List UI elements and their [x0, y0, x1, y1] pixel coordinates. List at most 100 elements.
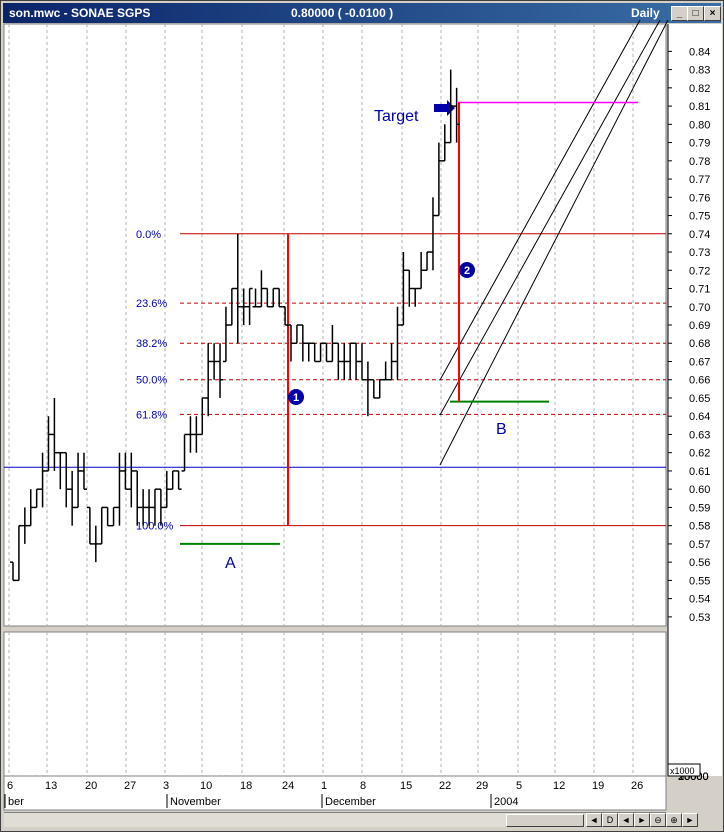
unit-box [667, 763, 701, 777]
ohlc-bar [110, 506, 117, 527]
price-tick-label: 0.54 [689, 594, 710, 606]
month-label: 2004 [494, 796, 518, 808]
ohlc-bar [435, 142, 442, 217]
ohlc-bar [228, 287, 235, 326]
trend-channel-line [439, 19, 661, 416]
ohlc-bar [211, 343, 218, 380]
ohlc-bar [151, 488, 158, 526]
trend-channel-line [439, 19, 669, 466]
ohlc-bar [134, 470, 141, 526]
ohlc-bar [98, 506, 105, 545]
price-tick-label: 0.57 [689, 539, 710, 551]
date-tick-label: 10 [200, 780, 212, 792]
date-tick-label: 6 [7, 780, 13, 792]
ohlc-bar [376, 378, 383, 399]
price-tick-label: 0.73 [689, 247, 710, 259]
ohlc-bar [311, 342, 318, 363]
nav-right-icon[interactable]: ► [634, 813, 650, 827]
ohlc-bar [406, 269, 413, 307]
price-tick-label: 0.60 [689, 484, 710, 496]
ohlc-bar [341, 343, 348, 380]
volume-panel [3, 631, 667, 777]
ohlc-bar [10, 561, 16, 582]
ohlc-bar [299, 324, 306, 362]
marker-label: 1 [293, 392, 299, 404]
date-tick-label: 18 [240, 780, 252, 792]
price-tick-label: 0.74 [689, 229, 710, 241]
price-tick-label: 0.56 [689, 557, 710, 569]
date-tick-label: 20 [85, 780, 97, 792]
zoom-in-icon[interactable]: ⊕ [666, 813, 682, 827]
zoom-d-button[interactable]: D [602, 813, 618, 827]
target-label: Target [374, 108, 419, 125]
ohlc-bar [252, 288, 259, 308]
price-tick-label: 0.83 [689, 65, 710, 77]
date-tick-label: 8 [360, 780, 366, 792]
ohlc-bar [92, 525, 99, 563]
ohlc-bar [258, 270, 265, 308]
price-tick-label: 0.68 [689, 338, 710, 350]
scroll-left-button[interactable]: ◄ [586, 813, 602, 827]
ohlc-bar [140, 489, 147, 526]
price-tick-label: 0.66 [689, 375, 710, 387]
ohlc-bar [305, 342, 312, 362]
date-tick-label: 24 [282, 780, 294, 792]
scroll-right-button[interactable]: ► [682, 813, 698, 827]
price-tick-label: 0.59 [689, 502, 710, 514]
ohlc-bar [122, 452, 129, 490]
ohlc-bar [418, 252, 425, 290]
window-title: son.mwc - SONAE SGPS [9, 6, 151, 20]
price-tick-label: 0.63 [689, 429, 710, 441]
marker-2-icon [459, 262, 475, 278]
ohlc-bar [335, 342, 342, 380]
ohlc-bar [276, 287, 283, 308]
ohlc-bar [246, 287, 253, 325]
close-button[interactable]: × [704, 6, 721, 21]
price-tick-label: 0.77 [689, 174, 710, 186]
ohlc-bar [21, 507, 28, 544]
ohlc-bar [240, 288, 247, 325]
date-tick-label: 3 [163, 780, 169, 792]
ohlc-bar [388, 343, 395, 381]
price-tick-label: 0.64 [689, 411, 710, 423]
zoom-out-icon[interactable]: ⊖ [650, 813, 666, 827]
ohlc-bar [157, 488, 164, 526]
ohlc-bar [163, 470, 170, 509]
ohlc-bar [146, 489, 153, 526]
ohlc-bar [128, 452, 135, 508]
nav-left-icon[interactable]: ◄ [618, 813, 634, 827]
ohlc-bar [270, 287, 277, 308]
scroll-thumb[interactable] [506, 814, 584, 827]
ohlc-bar [429, 197, 436, 271]
price-tick-label: 0.81 [689, 101, 710, 113]
horizontal-scrollbar[interactable] [4, 812, 666, 827]
maximize-button[interactable]: □ [687, 6, 704, 21]
ohlc-bar [217, 343, 224, 398]
ohlc-bar [80, 452, 87, 490]
date-tick-label: 5 [516, 780, 522, 792]
price-tick-label: 0.82 [689, 83, 710, 95]
title-bar[interactable]: son.mwc - SONAE SGPS 0.80000 ( -0.0100 )… [3, 3, 721, 23]
ohlc-bar [358, 343, 365, 381]
ohlc-bar [293, 324, 300, 344]
ohlc-bar [282, 306, 289, 326]
ohlc-bar [370, 378, 377, 399]
price-tick-label: 0.75 [689, 211, 710, 223]
period-label[interactable]: Daily [631, 6, 660, 20]
ohlc-bar [187, 416, 194, 453]
ohlc-bar [441, 124, 448, 162]
fib-level-label: 23.6% [136, 298, 167, 310]
ohlc-bar [116, 452, 123, 526]
ohlc-bar [264, 287, 271, 308]
price-tick-label: 0.78 [689, 156, 710, 168]
date-tick-label: 12 [553, 780, 565, 792]
price-tick-label: 0.84 [689, 46, 710, 58]
ohlc-bar [27, 489, 34, 527]
ohlc-bar [75, 452, 82, 509]
ohlc-bar [39, 452, 46, 508]
ohlc-bar [86, 506, 93, 545]
price-panel [3, 23, 667, 627]
ohlc-bar [329, 325, 336, 363]
month-label: November [170, 796, 221, 808]
